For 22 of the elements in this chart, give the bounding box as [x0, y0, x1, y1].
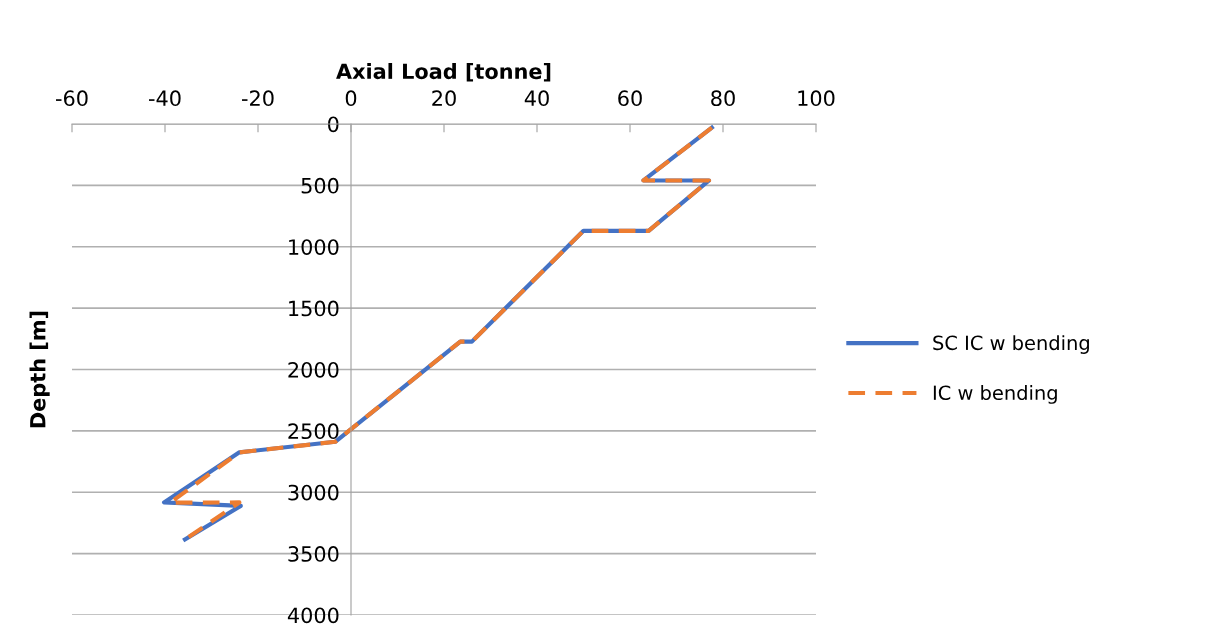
y-tick-label: 3000 [288, 484, 339, 501]
x-tick-label: 60 [618, 90, 642, 107]
legend-label: IC w bending [933, 385, 1057, 404]
y-tick-label: 1500 [289, 300, 339, 317]
x-tick-label: -60 [56, 90, 88, 107]
x-tick-label: -20 [242, 90, 274, 107]
x-tick-label: -40 [149, 90, 181, 107]
x-tick-label: 40 [524, 90, 549, 107]
y-tick-label: 2500 [288, 423, 339, 440]
x-axis-title: Axial Load [tonne] [336, 63, 551, 82]
y-tick-label: 1000 [289, 239, 339, 255]
y-tick-label: 2000 [288, 361, 339, 378]
x-tick-label: 80 [711, 90, 735, 107]
y-tick-label: 4000 [287, 607, 339, 624]
legend-label: SC IC w bending [933, 335, 1089, 354]
x-tick-label: 100 [798, 90, 835, 107]
y-axis-title: Depth [m] [29, 311, 50, 428]
y-tick-label: 500 [301, 177, 339, 194]
y-tick-label: 0 [328, 116, 339, 133]
x-tick-label: 0 [345, 90, 357, 107]
y-tick-label: 3500 [288, 546, 339, 562]
x-tick-label: 20 [432, 90, 456, 107]
